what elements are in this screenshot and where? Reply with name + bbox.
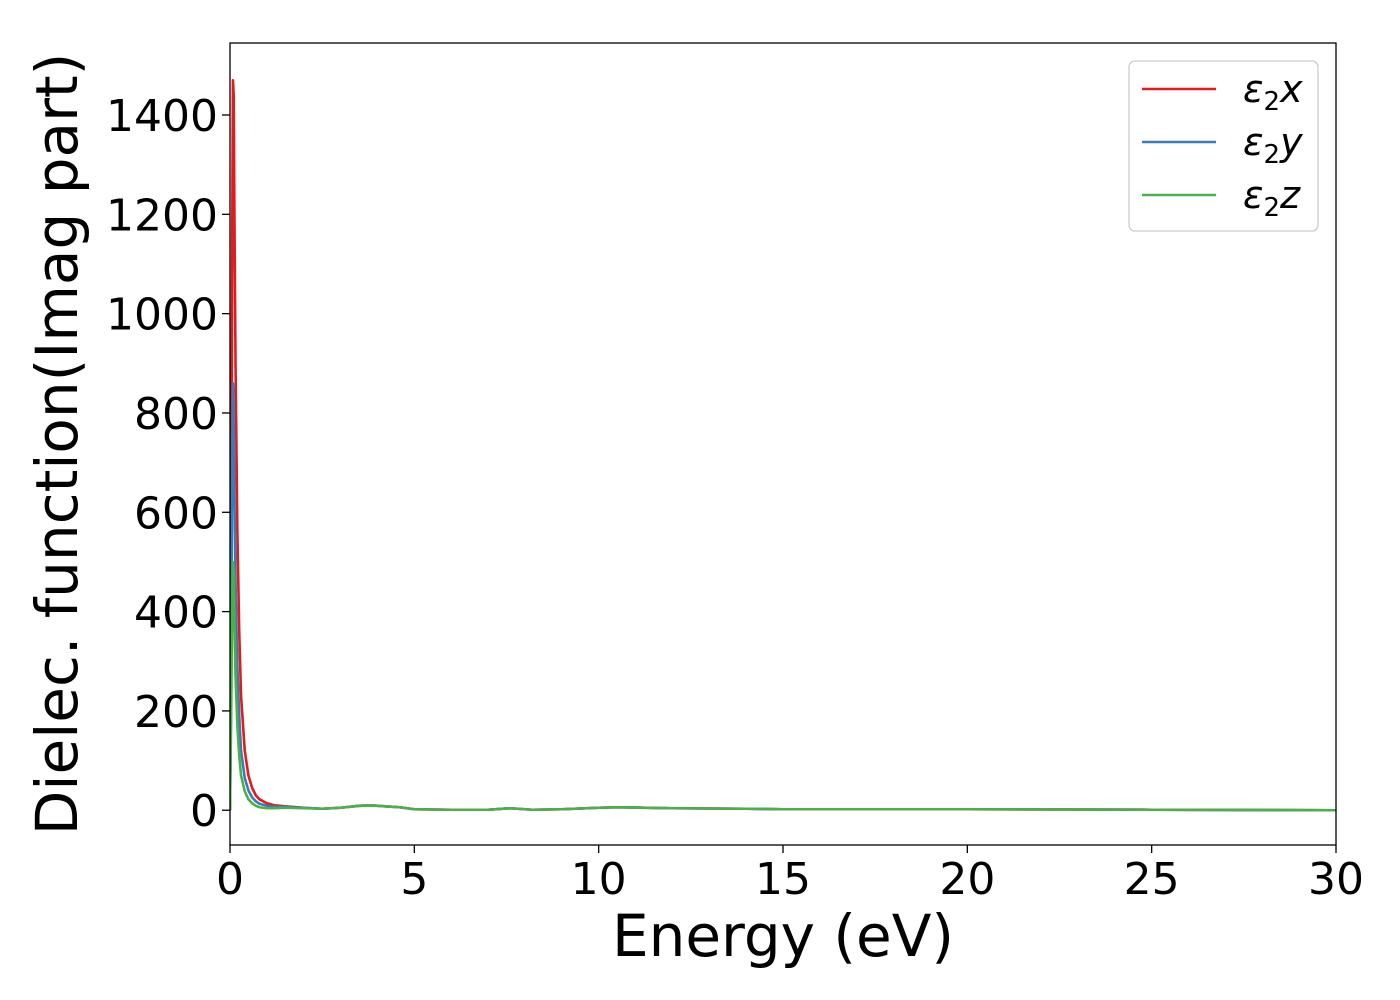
series-line-z xyxy=(230,560,1336,812)
y-tick-label: 600 xyxy=(134,488,218,539)
x-tick-label: 25 xyxy=(1124,854,1180,905)
y-tick-label: 200 xyxy=(134,687,218,738)
x-tick-label: 30 xyxy=(1308,854,1364,905)
y-tick-label: 1200 xyxy=(106,190,218,241)
legend-label-y: ε2y xyxy=(1243,120,1303,170)
legend-label-x: ε2x xyxy=(1243,67,1303,117)
y-tick-label: 400 xyxy=(134,588,218,639)
y-tick-label: 0 xyxy=(190,786,218,837)
series-layer xyxy=(230,78,1336,812)
x-tick-label: 0 xyxy=(216,854,244,905)
x-tick-label: 15 xyxy=(755,854,811,905)
x-tick-label: 20 xyxy=(939,854,995,905)
y-tick-label: 1400 xyxy=(106,91,218,142)
y-axis-title: Dielec. function(Imag part) xyxy=(23,53,91,836)
legend-box xyxy=(1128,60,1319,232)
x-axis-ticks: 0 5 10 15 20 25 30 xyxy=(216,845,1364,905)
y-axis-ticks: 0 200 400 600 800 1000 1200 1400 xyxy=(106,91,230,837)
x-tick-label: 5 xyxy=(400,854,428,905)
y-tick-label: 1000 xyxy=(106,290,218,341)
x-tick-label: 10 xyxy=(571,854,627,905)
y-tick-label: 800 xyxy=(134,389,218,440)
legend-label-z: ε2z xyxy=(1243,173,1301,223)
x-axis-title: Energy (eV) xyxy=(612,902,954,970)
